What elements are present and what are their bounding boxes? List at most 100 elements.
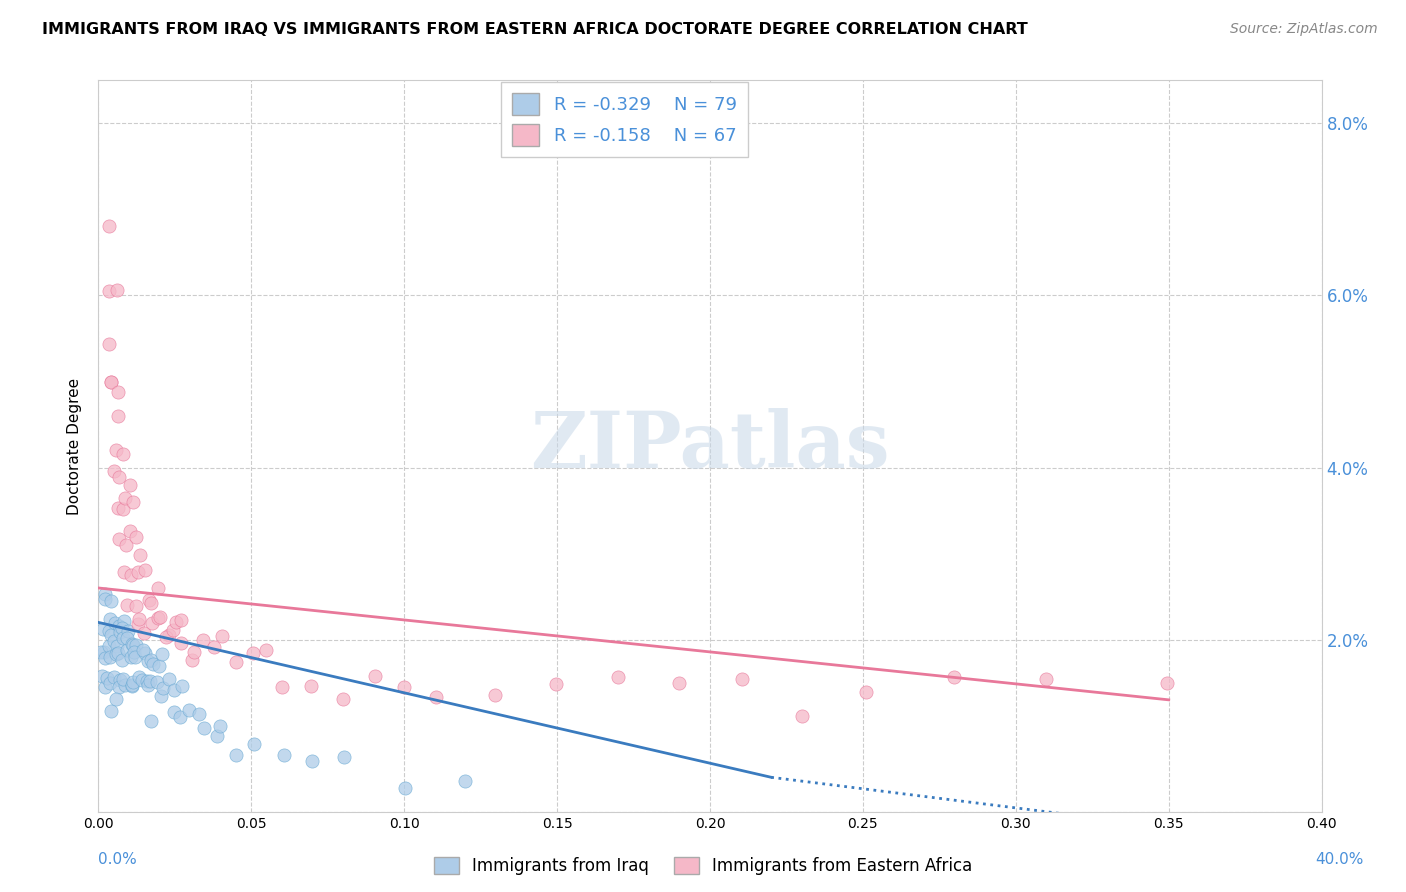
Point	[152, 681, 174, 695]
Point	[202, 640, 225, 655]
Point	[193, 721, 215, 735]
Point	[392, 680, 415, 694]
Point	[139, 653, 162, 667]
Point	[180, 653, 202, 667]
Point	[98, 336, 121, 351]
Text: IMMIGRANTS FROM IRAQ VS IMMIGRANTS FROM EASTERN AFRICA DOCTORATE DEGREE CORRELAT: IMMIGRANTS FROM IRAQ VS IMMIGRANTS FROM …	[42, 22, 1028, 37]
Point	[134, 647, 156, 661]
Point	[299, 679, 322, 693]
Point	[107, 500, 129, 515]
Point	[187, 707, 209, 722]
Point	[111, 501, 134, 516]
Point	[115, 598, 138, 612]
Point	[254, 643, 277, 657]
Point	[103, 615, 125, 630]
Point	[100, 376, 122, 390]
Point	[111, 653, 134, 667]
Text: 0.0%: 0.0%	[98, 852, 138, 867]
Point	[163, 683, 186, 698]
Point	[122, 494, 145, 508]
Point	[112, 631, 135, 645]
Point	[93, 651, 115, 665]
Point	[157, 627, 180, 641]
Point	[122, 645, 145, 659]
Point	[90, 669, 112, 683]
Point	[136, 673, 159, 688]
Point	[242, 646, 264, 660]
Point	[122, 638, 145, 652]
Point	[394, 780, 416, 795]
Point	[169, 710, 191, 724]
Text: Source: ZipAtlas.com: Source: ZipAtlas.com	[1230, 22, 1378, 37]
Point	[332, 691, 354, 706]
Point	[94, 591, 117, 606]
Point	[177, 703, 200, 717]
Point	[1035, 672, 1057, 686]
Point	[163, 705, 186, 719]
Point	[114, 615, 136, 629]
Point	[225, 748, 247, 763]
Point	[273, 748, 295, 763]
Text: 40.0%: 40.0%	[1316, 852, 1364, 867]
Point	[104, 442, 127, 457]
Point	[105, 284, 128, 298]
Point	[115, 632, 138, 646]
Point	[425, 690, 447, 705]
Point	[128, 612, 150, 626]
Point	[118, 524, 141, 539]
Point	[112, 565, 135, 579]
Point	[193, 632, 215, 647]
Point	[91, 622, 114, 636]
Point	[120, 567, 142, 582]
Point	[1156, 676, 1178, 690]
Point	[129, 548, 152, 562]
Point	[124, 599, 146, 614]
Point	[98, 676, 121, 690]
Point	[730, 673, 752, 687]
Point	[141, 615, 163, 630]
Point	[127, 617, 149, 632]
Point	[172, 679, 194, 693]
Point	[93, 645, 115, 659]
Point	[183, 645, 205, 659]
Point	[454, 773, 477, 788]
Point	[607, 670, 630, 684]
Point	[211, 629, 233, 643]
Point	[148, 609, 170, 624]
Point	[165, 615, 187, 629]
Point	[943, 669, 966, 683]
Point	[105, 639, 128, 653]
Point	[141, 714, 163, 728]
Point	[121, 674, 143, 689]
Point	[108, 673, 131, 687]
Point	[114, 491, 136, 505]
Point	[121, 679, 143, 693]
Point	[136, 678, 159, 692]
Point	[148, 659, 170, 673]
Point	[150, 647, 173, 661]
Y-axis label: Doctorate Degree: Doctorate Degree	[67, 377, 83, 515]
Point	[125, 530, 148, 544]
Point	[121, 678, 143, 692]
Point	[148, 611, 170, 625]
Point	[103, 634, 125, 648]
Point	[90, 645, 112, 659]
Point	[155, 630, 177, 644]
Point	[225, 655, 247, 669]
Point	[103, 670, 125, 684]
Point	[127, 565, 149, 579]
Point	[484, 688, 506, 702]
Point	[111, 621, 134, 635]
Point	[170, 636, 193, 650]
Point	[105, 647, 128, 661]
Point	[114, 678, 136, 692]
Point	[136, 654, 159, 668]
Point	[100, 628, 122, 642]
Point	[132, 643, 155, 657]
Point	[111, 672, 134, 686]
Point	[115, 642, 138, 657]
Point	[103, 464, 125, 478]
Point	[120, 649, 142, 664]
Point	[117, 624, 139, 638]
Point	[120, 477, 142, 491]
